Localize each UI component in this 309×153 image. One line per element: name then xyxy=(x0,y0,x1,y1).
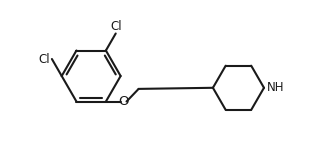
Text: NH: NH xyxy=(267,81,284,94)
Text: O: O xyxy=(118,95,129,108)
Text: Cl: Cl xyxy=(110,20,121,32)
Text: Cl: Cl xyxy=(38,52,50,65)
